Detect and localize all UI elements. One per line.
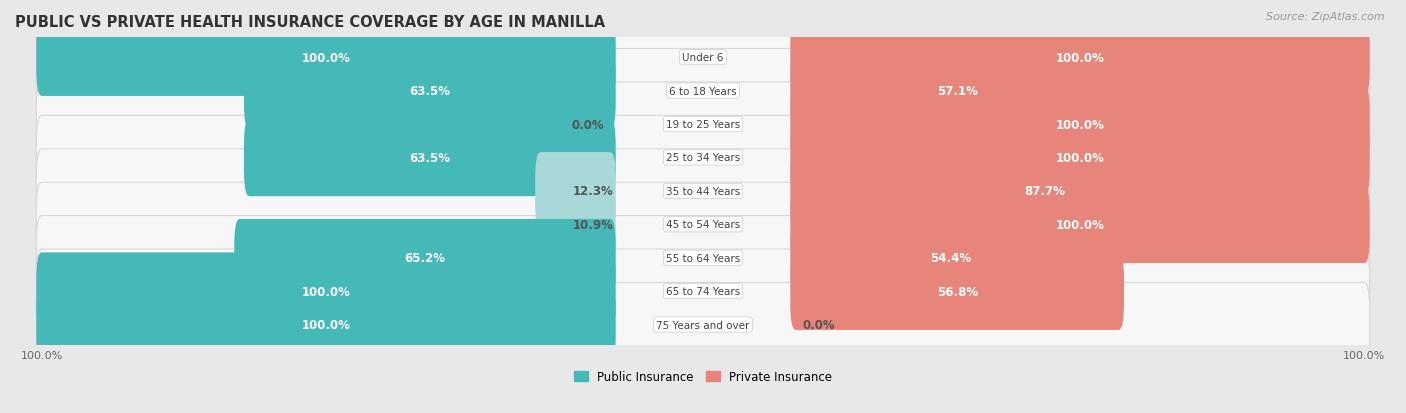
- FancyBboxPatch shape: [790, 19, 1369, 97]
- Text: 65 to 74 Years: 65 to 74 Years: [666, 287, 740, 297]
- Text: 63.5%: 63.5%: [409, 85, 450, 98]
- FancyBboxPatch shape: [37, 183, 1369, 267]
- FancyBboxPatch shape: [37, 116, 1369, 200]
- FancyBboxPatch shape: [790, 186, 1369, 263]
- Text: 100.0%: 100.0%: [301, 285, 350, 298]
- FancyBboxPatch shape: [37, 19, 616, 97]
- Text: 10.9%: 10.9%: [572, 218, 613, 231]
- Legend: Public Insurance, Private Insurance: Public Insurance, Private Insurance: [569, 366, 837, 388]
- Text: Source: ZipAtlas.com: Source: ZipAtlas.com: [1267, 12, 1385, 22]
- Text: 57.1%: 57.1%: [938, 85, 979, 98]
- Text: 63.5%: 63.5%: [409, 152, 450, 164]
- Text: 35 to 44 Years: 35 to 44 Years: [666, 186, 740, 197]
- FancyBboxPatch shape: [536, 153, 616, 230]
- Text: 25 to 34 Years: 25 to 34 Years: [666, 153, 740, 163]
- FancyBboxPatch shape: [37, 249, 1369, 333]
- FancyBboxPatch shape: [37, 216, 1369, 300]
- Text: 100.0%: 100.0%: [1056, 52, 1105, 64]
- FancyBboxPatch shape: [37, 83, 1369, 167]
- FancyBboxPatch shape: [243, 119, 616, 197]
- FancyBboxPatch shape: [790, 153, 1299, 230]
- Text: 45 to 54 Years: 45 to 54 Years: [666, 220, 740, 230]
- Text: 75 Years and over: 75 Years and over: [657, 320, 749, 330]
- Text: 6 to 18 Years: 6 to 18 Years: [669, 86, 737, 96]
- FancyBboxPatch shape: [543, 186, 616, 263]
- Text: 19 to 25 Years: 19 to 25 Years: [666, 120, 740, 130]
- FancyBboxPatch shape: [790, 253, 1123, 330]
- Text: 100.0%: 100.0%: [301, 52, 350, 64]
- FancyBboxPatch shape: [243, 53, 616, 130]
- FancyBboxPatch shape: [37, 150, 1369, 233]
- Text: 100.0%: 100.0%: [301, 318, 350, 331]
- Text: Under 6: Under 6: [682, 53, 724, 63]
- FancyBboxPatch shape: [37, 253, 616, 330]
- Text: 65.2%: 65.2%: [405, 252, 446, 265]
- Text: 100.0%: 100.0%: [1056, 218, 1105, 231]
- FancyBboxPatch shape: [790, 53, 1126, 130]
- Text: 54.4%: 54.4%: [929, 252, 972, 265]
- Text: 12.3%: 12.3%: [574, 185, 613, 198]
- FancyBboxPatch shape: [790, 219, 1111, 297]
- FancyBboxPatch shape: [790, 119, 1369, 197]
- FancyBboxPatch shape: [37, 50, 1369, 133]
- Text: 100.0%: 100.0%: [1056, 118, 1105, 131]
- FancyBboxPatch shape: [37, 16, 1369, 100]
- FancyBboxPatch shape: [37, 283, 1369, 367]
- FancyBboxPatch shape: [37, 286, 616, 363]
- Text: 0.0%: 0.0%: [571, 118, 603, 131]
- FancyBboxPatch shape: [235, 219, 616, 297]
- Text: PUBLIC VS PRIVATE HEALTH INSURANCE COVERAGE BY AGE IN MANILLA: PUBLIC VS PRIVATE HEALTH INSURANCE COVER…: [15, 15, 606, 30]
- Text: 55 to 64 Years: 55 to 64 Years: [666, 253, 740, 263]
- Text: 56.8%: 56.8%: [936, 285, 977, 298]
- Text: 100.0%: 100.0%: [1056, 152, 1105, 164]
- Text: 0.0%: 0.0%: [803, 318, 835, 331]
- FancyBboxPatch shape: [790, 86, 1369, 164]
- Text: 87.7%: 87.7%: [1025, 185, 1066, 198]
